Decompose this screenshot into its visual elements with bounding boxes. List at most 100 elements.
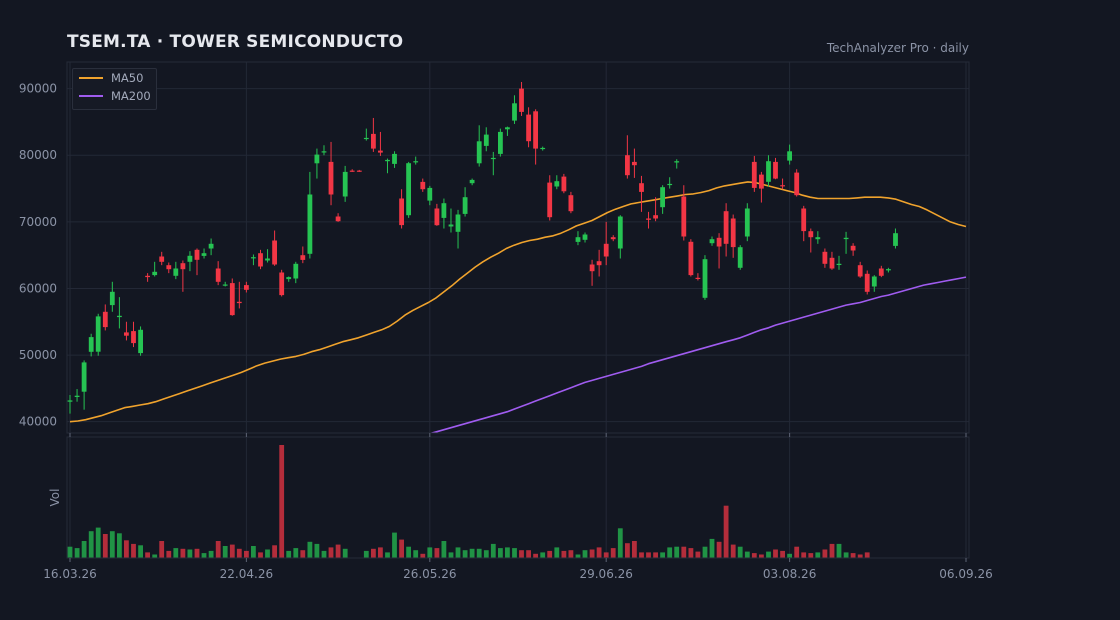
candle-body: [265, 258, 270, 261]
volume-bar: [173, 548, 179, 558]
candle-body: [850, 245, 856, 251]
legend-label-ma200: MA200: [111, 89, 151, 103]
volume-bar: [667, 547, 673, 558]
candle-body: [893, 233, 898, 246]
volume-bar: [617, 528, 623, 558]
candle-body: [483, 134, 489, 146]
price-tick-label: 50000: [19, 348, 57, 362]
volume-bar: [427, 547, 433, 558]
candle-body: [780, 185, 785, 187]
volume-bar: [801, 552, 807, 559]
date-tick-label: 03.08.26: [763, 567, 816, 581]
volume-bar: [730, 544, 736, 558]
volume-bar: [321, 550, 327, 558]
candle-body: [251, 257, 256, 259]
volume-bar: [293, 548, 299, 558]
volume-bar: [272, 545, 277, 558]
candle-body: [236, 301, 242, 304]
moving-average-lines: [69, 181, 967, 433]
candle-body: [582, 234, 588, 240]
volume-bar: [385, 552, 390, 559]
volume-bar: [857, 554, 863, 558]
candle-body: [293, 263, 299, 279]
candle-body: [74, 395, 80, 397]
candle-body: [385, 159, 390, 162]
volume-bar: [392, 532, 397, 558]
candle-body: [342, 171, 348, 197]
volume-bar: [434, 548, 440, 558]
volume-bar: [653, 552, 658, 559]
volume-bar: [441, 541, 447, 558]
volume-bar: [575, 554, 581, 558]
volume-bar: [215, 541, 221, 558]
candle-body: [836, 263, 842, 265]
ma200-line: [429, 276, 967, 433]
volume-bar: [526, 550, 531, 558]
volume-bar: [265, 549, 270, 558]
volume-bar: [187, 549, 193, 558]
volume-bar: [109, 531, 115, 558]
candle-body: [688, 241, 694, 276]
candle-body: [829, 257, 835, 269]
candle-body: [575, 237, 581, 242]
candle-body: [639, 183, 644, 192]
candle-body: [822, 251, 828, 264]
volume-bar: [808, 553, 814, 558]
price-tick-label: 80000: [19, 148, 57, 162]
candle-body: [109, 291, 115, 306]
axis-labels: 40000 50000 60000 70000 80000 90000 16.03.26 22…: [19, 82, 993, 581]
candle-body: [307, 194, 313, 254]
volume-bar: [258, 552, 263, 559]
grid-lines: [67, 62, 969, 558]
volume-bar: [455, 547, 461, 558]
candle-body: [406, 163, 411, 216]
price-tick-label: 70000: [19, 215, 57, 229]
candle-body: [653, 215, 658, 219]
volume-bar: [815, 552, 821, 559]
volume-bar: [131, 543, 136, 558]
volume-bar: [780, 550, 785, 558]
candle-body: [815, 237, 821, 240]
candle-body: [723, 211, 729, 244]
volume-bar: [554, 547, 560, 558]
axes: [66, 61, 970, 562]
candle-body: [808, 231, 814, 238]
volume-bar: [582, 550, 588, 558]
candle-body: [625, 155, 630, 176]
candle-body: [617, 216, 623, 249]
candle-body: [526, 114, 531, 142]
candle-body: [356, 170, 362, 172]
volume-bar: [759, 554, 764, 558]
candle-body: [279, 272, 285, 296]
candle-body: [138, 329, 143, 354]
candle-body: [702, 259, 708, 298]
ma200-swatch: [79, 95, 103, 97]
candle-body: [286, 277, 292, 280]
candle-body: [603, 243, 609, 257]
volume-bar: [709, 538, 715, 558]
legend-label-ma50: MA50: [111, 71, 144, 85]
candle-body: [244, 285, 249, 290]
volume-bar: [533, 553, 538, 558]
volume-bar: [688, 548, 694, 558]
candle-body: [512, 103, 517, 121]
volume-bar: [413, 550, 419, 558]
legend-item-ma50: MA50: [73, 69, 156, 87]
volume-bar: [328, 547, 334, 558]
candle-body: [660, 187, 665, 208]
volume-bar: [342, 548, 348, 558]
volume-bar: [378, 547, 383, 558]
candle-body: [843, 237, 849, 240]
candle-body: [434, 208, 440, 226]
volume-bar: [766, 551, 771, 558]
price-tick-label: 60000: [19, 281, 57, 295]
ma50-line: [69, 181, 967, 423]
candle-body: [681, 196, 687, 237]
legend-item-ma200: MA200: [73, 87, 156, 105]
volume-bar: [236, 548, 242, 558]
volume-bar: [67, 546, 73, 558]
volume-bar: [124, 540, 129, 558]
volume-bar: [646, 552, 651, 559]
candle-body: [646, 218, 651, 220]
